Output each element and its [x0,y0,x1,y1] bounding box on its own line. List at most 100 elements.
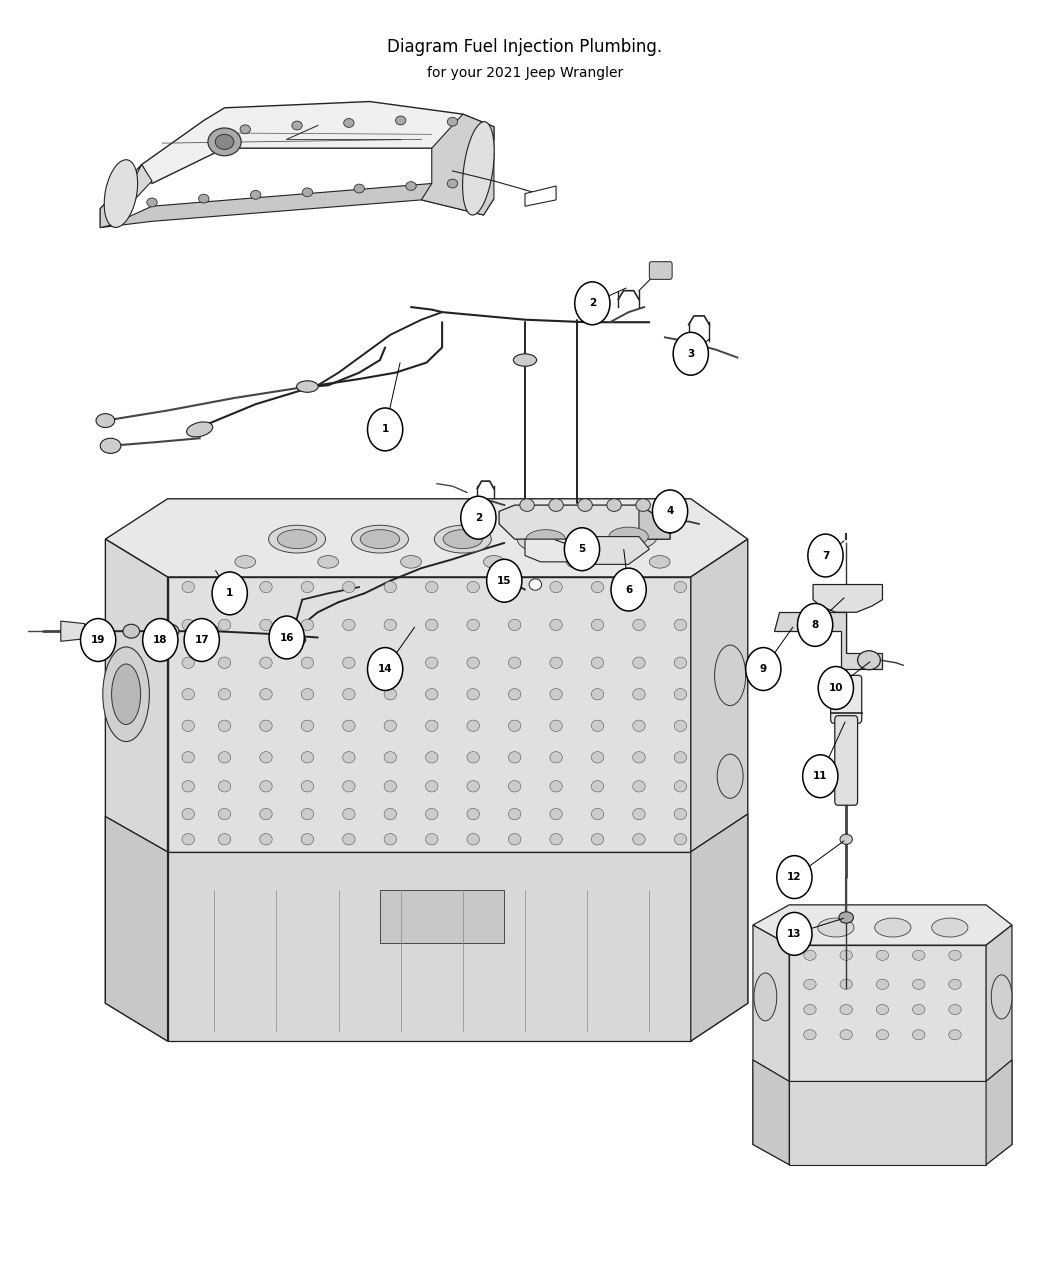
Ellipse shape [202,625,218,638]
Polygon shape [142,102,493,184]
Ellipse shape [467,780,480,792]
Text: 9: 9 [760,664,766,674]
Polygon shape [986,1060,1012,1164]
Polygon shape [691,539,748,852]
Circle shape [143,618,177,662]
Ellipse shape [467,581,480,593]
Ellipse shape [182,620,194,631]
Ellipse shape [318,556,338,569]
Ellipse shape [633,620,645,631]
Ellipse shape [301,720,314,732]
Ellipse shape [182,581,194,593]
Ellipse shape [396,116,406,125]
Text: 11: 11 [813,771,827,782]
Ellipse shape [674,720,687,732]
Ellipse shape [803,950,816,960]
Ellipse shape [467,720,480,732]
Ellipse shape [302,187,313,196]
Ellipse shape [342,657,355,668]
Ellipse shape [591,752,604,762]
Polygon shape [100,184,494,228]
Polygon shape [753,1060,1012,1164]
Ellipse shape [384,720,397,732]
Ellipse shape [259,834,272,845]
Ellipse shape [218,657,231,668]
Ellipse shape [384,620,397,631]
Ellipse shape [508,620,521,631]
Polygon shape [986,926,1012,1081]
Ellipse shape [949,950,961,960]
Ellipse shape [803,979,816,989]
Ellipse shape [301,688,314,700]
Ellipse shape [877,979,888,989]
Ellipse shape [949,1030,961,1040]
Ellipse shape [649,556,670,569]
Ellipse shape [840,1005,853,1015]
Circle shape [802,755,838,798]
Ellipse shape [218,752,231,762]
Text: 15: 15 [497,576,511,585]
Circle shape [611,569,646,611]
Polygon shape [421,115,493,215]
Polygon shape [753,926,790,1081]
Ellipse shape [342,581,355,593]
Ellipse shape [912,1030,925,1040]
Ellipse shape [269,525,326,553]
Polygon shape [105,816,168,1042]
Ellipse shape [526,529,565,548]
Ellipse shape [508,720,521,732]
Ellipse shape [187,422,213,437]
Ellipse shape [550,720,563,732]
Ellipse shape [674,752,687,762]
Ellipse shape [301,834,314,845]
Ellipse shape [840,1030,853,1040]
Ellipse shape [240,125,251,134]
Ellipse shape [674,780,687,792]
Ellipse shape [182,834,194,845]
Ellipse shape [342,752,355,762]
Ellipse shape [591,581,604,593]
Ellipse shape [123,625,140,638]
Text: 19: 19 [91,635,105,645]
Ellipse shape [840,979,853,989]
Circle shape [564,528,600,571]
Circle shape [798,603,833,646]
Ellipse shape [467,657,480,668]
Text: 3: 3 [687,349,694,358]
Text: for your 2021 Jeep Wrangler: for your 2021 Jeep Wrangler [427,66,623,80]
Ellipse shape [674,657,687,668]
Text: 1: 1 [226,588,233,598]
Text: 6: 6 [625,584,632,594]
Ellipse shape [218,808,231,820]
Ellipse shape [949,979,961,989]
Ellipse shape [877,950,888,960]
Text: 13: 13 [788,929,801,938]
Circle shape [777,856,812,899]
Ellipse shape [674,688,687,700]
Ellipse shape [840,950,853,960]
Ellipse shape [633,720,645,732]
Ellipse shape [301,752,314,762]
Ellipse shape [218,834,231,845]
Text: 17: 17 [194,635,209,645]
Text: 7: 7 [822,551,830,561]
Text: 5: 5 [579,544,586,555]
Text: 10: 10 [828,683,843,692]
Ellipse shape [550,834,563,845]
Ellipse shape [949,1005,961,1015]
Polygon shape [753,1060,790,1164]
Ellipse shape [425,620,438,631]
Text: 1: 1 [381,425,388,435]
Circle shape [368,408,403,451]
Circle shape [486,560,522,602]
Ellipse shape [401,556,421,569]
Ellipse shape [591,808,604,820]
Ellipse shape [674,834,687,845]
Ellipse shape [549,499,564,511]
Ellipse shape [259,780,272,792]
Ellipse shape [912,950,925,960]
Ellipse shape [182,688,194,700]
Ellipse shape [354,184,364,193]
Circle shape [746,648,781,691]
Ellipse shape [467,808,480,820]
